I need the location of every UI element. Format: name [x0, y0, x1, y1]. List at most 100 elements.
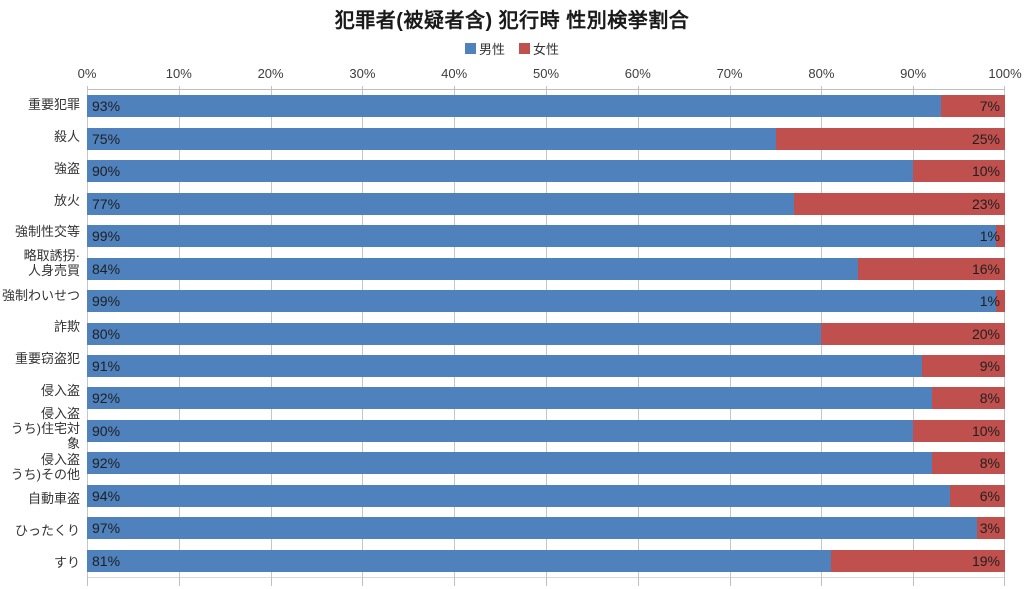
male-bar-segment [87, 484, 950, 507]
female-bar-segment [858, 257, 1005, 280]
male-value-label: 92% [92, 390, 121, 407]
male-value-label: 80% [92, 325, 121, 342]
category-label: 殺人 [53, 129, 80, 145]
male-bar-segment [87, 517, 978, 540]
axis-tick-mark-bottom [637, 577, 639, 586]
category-label: 詐欺 [53, 319, 80, 335]
female-value-label: 8% [979, 455, 1000, 472]
axis-tick-mark-bottom [454, 577, 456, 586]
chart-row: 75% 25% [87, 122, 1005, 154]
axis-tick-label: 0% [77, 66, 97, 81]
bar-track: 91% 9% [87, 354, 1005, 377]
bar-track: 99% 1% [87, 225, 1005, 248]
axis-tick-mark-bottom [546, 577, 547, 586]
category-label: 放火 [53, 192, 80, 208]
male-bar-segment [87, 257, 859, 280]
female-value-label: 8% [979, 390, 1000, 407]
axis-tick-label: 100% [988, 66, 1022, 81]
axis-tick-mark-top [362, 86, 364, 90]
bar-track: 92% 8% [87, 387, 1005, 410]
axis-tick-label: 90% [900, 66, 927, 81]
male-value-label: 84% [92, 260, 121, 277]
female-bar-segment [977, 517, 1005, 540]
legend-item-female: 女性 [519, 39, 559, 58]
chart-row: 97% 3% [87, 512, 1005, 544]
chart-row: 91% 9% [87, 350, 1005, 382]
axis-tick-mark-top [178, 86, 180, 90]
chart-row: 84% 16% [87, 252, 1005, 284]
axis-tick-label: 20% [257, 66, 284, 81]
female-value-label: 3% [979, 520, 1000, 537]
female-bar-segment [995, 290, 1005, 313]
male-bar-segment [87, 290, 996, 313]
axis-tick-mark-top [87, 86, 88, 90]
female-value-label: 16% [971, 260, 1000, 277]
male-bar-segment [87, 452, 932, 475]
male-bar-segment [87, 192, 794, 215]
axis-tick-label: 70% [716, 66, 743, 81]
female-bar-segment [940, 95, 1005, 118]
chart-row: 77% 23% [87, 187, 1005, 219]
axis-tick-mark-top [821, 86, 823, 90]
male-bar-segment [87, 549, 831, 572]
male-value-label: 81% [92, 552, 121, 569]
female-bar-segment [793, 192, 1005, 215]
legend-label-male: 男性 [478, 42, 505, 57]
female-bar-segment [775, 127, 1005, 150]
axis-tick-mark-bottom [87, 577, 88, 586]
axis-tick-mark-bottom [178, 577, 180, 586]
axis-tick-label: 80% [808, 66, 835, 81]
male-value-label: 97% [92, 520, 121, 537]
female-bar-segment [931, 387, 1005, 410]
bar-track: 75% 25% [87, 127, 1005, 150]
male-bar-segment [87, 419, 914, 442]
axis-tick-mark-bottom [729, 577, 731, 586]
value-axis-labels: 0% 10% 20% 30% 40% 50% 60% 70% 80% 90% 100% [78, 66, 1022, 82]
male-value-label: 77% [92, 195, 121, 212]
female-value-label: 9% [979, 357, 1000, 374]
axis-tick-mark-top [454, 86, 456, 90]
bar-track: 84% 16% [87, 257, 1005, 280]
female-bar-segment [922, 354, 1005, 377]
chart-row: 99% 1% [87, 285, 1005, 317]
female-legend-swatch [519, 43, 530, 54]
bar-rows: 93% 7% 75% 25% 90% 10% 77% 23% [87, 90, 1005, 577]
category-label: 侵入盗 [40, 382, 80, 398]
male-legend-swatch [464, 43, 476, 54]
female-value-label: 10% [971, 422, 1000, 439]
male-value-label: 93% [92, 98, 121, 115]
female-value-label: 1% [979, 293, 1000, 310]
category-label: すり [53, 554, 80, 570]
axis-tick-mark-top [637, 86, 639, 90]
axis-tick-mark-top [546, 86, 547, 90]
male-bar-segment [87, 387, 932, 410]
chart-row: 92% 8% [87, 382, 1005, 414]
female-value-label: 10% [971, 163, 1000, 180]
axis-tick-label: 10% [165, 66, 192, 81]
chart-legend: 男性 女性 [0, 39, 1024, 58]
female-bar-segment [949, 484, 1005, 507]
female-value-label: 19% [971, 552, 1000, 569]
category-label: 自動車盗 [27, 491, 80, 507]
chart-title: 犯罪者(被疑者含) 犯行時 性別検挙割合 [334, 10, 690, 32]
axis-tick-label: 60% [624, 66, 651, 81]
male-value-label: 90% [92, 422, 121, 439]
category-label: 強制わいせつ [1, 287, 80, 303]
female-bar-segment [821, 322, 1005, 345]
chart-row: 81% 19% [87, 545, 1005, 577]
male-bar-segment [87, 225, 996, 248]
female-value-label: 7% [979, 98, 1000, 115]
bar-track: 81% 19% [87, 549, 1005, 572]
female-bar-segment [913, 160, 1005, 183]
axis-tick-mark-top [1004, 86, 1005, 90]
male-value-label: 94% [92, 487, 121, 504]
male-value-label: 99% [92, 228, 121, 245]
axis-tick-mark-bottom [362, 577, 364, 586]
category-label: 強制性交等 [14, 224, 80, 240]
male-bar-segment [87, 127, 776, 150]
female-value-label: 6% [979, 487, 1000, 504]
axis-tick-mark-top [913, 86, 915, 90]
axis-tick-mark-bottom [913, 577, 915, 586]
plot-area: 93% 7% 75% 25% 90% 10% 77% 23% [87, 86, 1005, 586]
chart-row: 99% 1% [87, 220, 1005, 252]
